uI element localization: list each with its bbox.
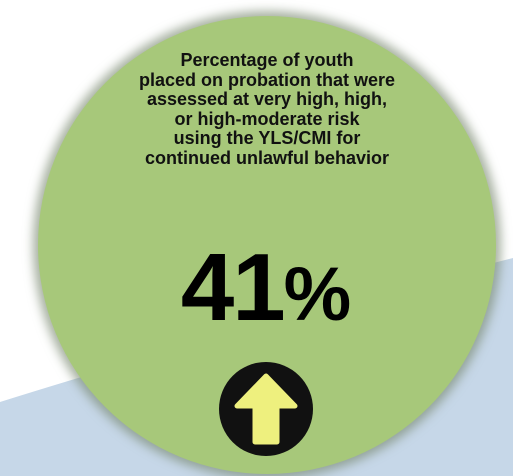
caption-line: continued unlawful behavior: [144, 147, 389, 168]
arrow-up-icon: [219, 362, 313, 456]
stat-description: Percentage of youth placed on probation …: [54, 50, 480, 169]
stat-unit: %: [283, 252, 352, 337]
caption-line: Percentage of youth: [180, 50, 354, 70]
caption-line: placed on probation that were: [138, 69, 396, 90]
stat-number: 41: [180, 234, 286, 341]
caption-line: using the YLS/CMI for: [173, 128, 361, 149]
caption-line: assessed at very high, high,: [146, 89, 388, 110]
caption-line: or high-moderate risk: [174, 108, 360, 129]
stat-value: 41%: [40, 240, 492, 336]
